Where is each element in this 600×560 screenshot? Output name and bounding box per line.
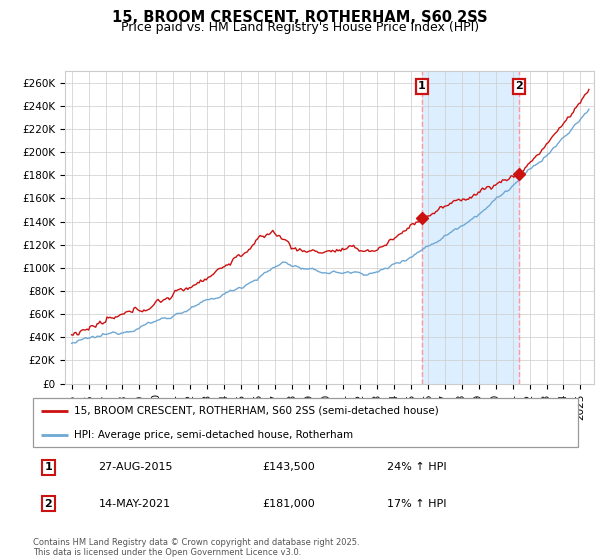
Text: Price paid vs. HM Land Registry's House Price Index (HPI): Price paid vs. HM Land Registry's House … <box>121 21 479 34</box>
Text: 15, BROOM CRESCENT, ROTHERHAM, S60 2SS: 15, BROOM CRESCENT, ROTHERHAM, S60 2SS <box>112 10 488 25</box>
Text: HPI: Average price, semi-detached house, Rotherham: HPI: Average price, semi-detached house,… <box>74 430 353 440</box>
Text: Contains HM Land Registry data © Crown copyright and database right 2025.
This d: Contains HM Land Registry data © Crown c… <box>33 538 359 557</box>
Text: 1: 1 <box>44 463 52 472</box>
FancyBboxPatch shape <box>33 398 578 447</box>
Text: 14-MAY-2021: 14-MAY-2021 <box>98 499 170 508</box>
Text: £143,500: £143,500 <box>262 463 314 472</box>
Text: 24% ↑ HPI: 24% ↑ HPI <box>387 463 447 472</box>
Text: 15, BROOM CRESCENT, ROTHERHAM, S60 2SS (semi-detached house): 15, BROOM CRESCENT, ROTHERHAM, S60 2SS (… <box>74 406 439 416</box>
Text: 2: 2 <box>515 81 523 91</box>
Text: £181,000: £181,000 <box>262 499 314 508</box>
Text: 1: 1 <box>418 81 426 91</box>
Text: 17% ↑ HPI: 17% ↑ HPI <box>387 499 446 508</box>
Bar <box>422 71 519 384</box>
Text: 27-AUG-2015: 27-AUG-2015 <box>98 463 173 472</box>
Text: 2: 2 <box>44 499 52 508</box>
